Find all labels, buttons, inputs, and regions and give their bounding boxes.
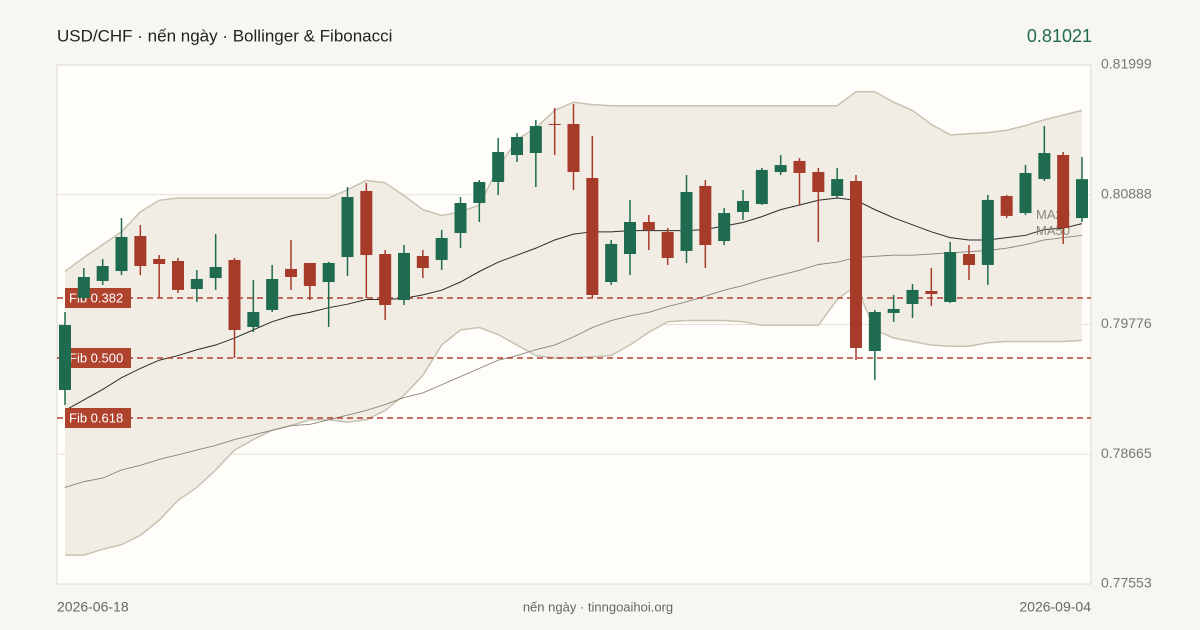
candle-body [209, 266, 222, 279]
candle-body [548, 123, 561, 126]
candle-body [963, 253, 975, 265]
x-tick-label: 2026-09-04 [1019, 599, 1091, 615]
candle-body [322, 262, 335, 283]
candle-body [266, 278, 279, 311]
candle-body [944, 252, 957, 302]
candle-body [134, 236, 147, 267]
candle-body [661, 231, 674, 258]
candle-body [680, 192, 693, 251]
candle-body [642, 222, 655, 230]
candle-body [416, 255, 429, 269]
candle-body [529, 126, 542, 154]
last-price: 0.81021 [1027, 26, 1092, 46]
candle-body [755, 169, 768, 205]
candle-body [398, 252, 410, 300]
candle-body [1057, 155, 1070, 228]
candle-body [981, 199, 994, 265]
candle-body [285, 268, 297, 277]
candle-body [172, 260, 184, 290]
candle-body [1000, 195, 1013, 216]
candle-body [77, 276, 90, 299]
candle-body [812, 172, 825, 193]
candle-body [774, 165, 787, 173]
candle-body [624, 222, 636, 254]
candle-body [605, 243, 618, 283]
candle-body [115, 236, 128, 272]
candle-body [718, 213, 731, 242]
candle-body [341, 197, 354, 258]
y-tick-label: 0.78665 [1101, 445, 1152, 461]
candle-body [737, 200, 749, 212]
candle-body [1076, 179, 1088, 219]
candle-body [153, 259, 166, 265]
candle-body [190, 278, 203, 290]
ma-line [64, 234, 1083, 488]
fib-label: Fib 0.382 [69, 290, 123, 305]
candle-body [59, 324, 71, 390]
candle-body [1019, 172, 1032, 214]
candle-body [228, 259, 241, 330]
candle-body [868, 312, 881, 351]
candle-body [567, 123, 580, 173]
candle-body [473, 181, 486, 203]
fib-label-box [65, 348, 131, 369]
candle-body [511, 137, 523, 156]
candle-body [360, 190, 373, 256]
fib-label: Fib 0.618 [69, 410, 123, 425]
candle-body [831, 179, 844, 196]
candle-body [435, 238, 448, 260]
candle-body [699, 185, 712, 246]
candle-body [303, 262, 316, 286]
candle-body [247, 312, 260, 327]
candle-body [96, 266, 109, 281]
candle-body [906, 289, 919, 304]
footer: nến ngày · tinngoaihoi.org [523, 599, 673, 614]
fib-label: Fib 0.500 [69, 350, 123, 365]
candle-body [492, 151, 505, 182]
bollinger-lower [65, 284, 1083, 556]
bollinger-upper [64, 90, 1083, 273]
y-tick-label: 0.79776 [1101, 315, 1152, 331]
candle-body [379, 253, 392, 306]
candle-body [850, 181, 862, 348]
bollinger-fill [65, 91, 1082, 556]
candle-body [586, 177, 599, 295]
x-tick-label: 2026-06-18 [57, 599, 129, 615]
fib-label-box [65, 408, 131, 429]
candle-body [925, 290, 938, 295]
candle-body [793, 160, 806, 173]
candle-body [454, 202, 467, 233]
y-tick-label: 0.77553 [1101, 575, 1152, 591]
candle-body [887, 308, 900, 313]
chart-title: USD/CHF · nến ngày · Bollinger & Fibonac… [57, 26, 392, 45]
y-tick-label: 0.81999 [1101, 56, 1152, 72]
candle-body [1038, 153, 1051, 180]
y-tick-label: 0.80888 [1101, 185, 1152, 201]
